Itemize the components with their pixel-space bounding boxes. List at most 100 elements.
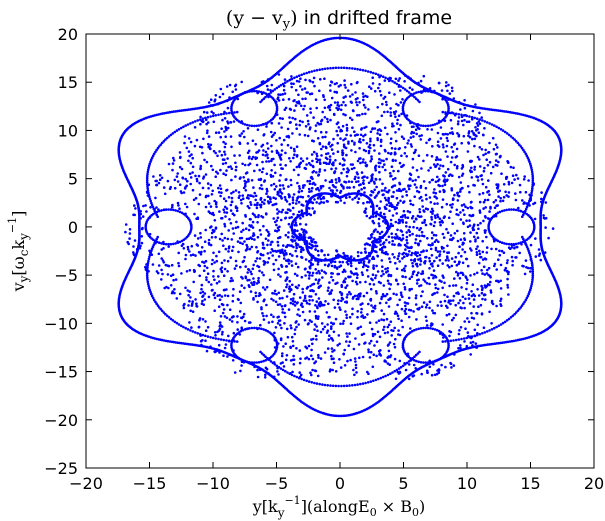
data-point <box>405 231 409 234</box>
data-point <box>321 67 324 71</box>
data-point <box>197 202 201 206</box>
data-point <box>370 304 373 307</box>
data-point <box>480 178 484 181</box>
data-point <box>409 184 412 187</box>
data-point <box>267 257 271 260</box>
data-point <box>248 247 252 251</box>
data-point <box>409 177 412 181</box>
data-point <box>428 267 431 270</box>
data-point <box>441 286 445 290</box>
data-point <box>222 172 225 175</box>
data-point <box>203 158 206 162</box>
data-point <box>506 283 509 287</box>
data-point <box>387 349 391 353</box>
data-point <box>258 257 262 260</box>
data-point <box>284 265 288 268</box>
data-point <box>313 323 317 326</box>
data-point <box>345 313 348 317</box>
data-point <box>431 212 434 215</box>
data-point <box>497 160 500 164</box>
data-point <box>288 78 292 82</box>
data-point <box>380 309 384 312</box>
data-point <box>497 258 500 262</box>
data-point <box>243 240 246 243</box>
data-point <box>353 196 357 200</box>
data-point <box>269 200 272 204</box>
data-point <box>249 194 252 197</box>
data-point <box>193 234 197 237</box>
data-point <box>348 116 352 120</box>
data-point <box>178 207 181 210</box>
data-point <box>257 294 261 298</box>
data-point <box>351 93 354 96</box>
data-point <box>530 189 534 192</box>
data-point <box>432 269 436 272</box>
data-point <box>419 239 422 243</box>
data-point <box>400 307 404 311</box>
data-point <box>315 154 319 158</box>
data-point <box>383 331 387 335</box>
data-point <box>360 251 363 255</box>
data-point <box>367 108 370 111</box>
data-point <box>412 131 416 134</box>
data-point <box>259 205 263 209</box>
data-point <box>516 141 520 145</box>
data-point <box>338 358 341 361</box>
data-point <box>364 207 368 210</box>
data-point <box>273 331 276 335</box>
data-point <box>356 97 359 100</box>
data-point <box>290 335 294 339</box>
data-point <box>266 261 270 264</box>
data-point <box>346 254 349 258</box>
data-point <box>345 196 348 199</box>
data-point <box>473 334 477 338</box>
data-point <box>289 301 293 305</box>
data-point <box>463 118 466 122</box>
data-point <box>295 199 299 202</box>
data-point <box>296 274 299 277</box>
data-point <box>394 115 397 119</box>
data-point <box>417 278 420 282</box>
data-point <box>312 150 316 154</box>
data-point <box>214 235 217 239</box>
data-point <box>285 354 289 357</box>
data-point <box>262 246 266 250</box>
data-point <box>270 169 273 172</box>
data-point <box>298 187 302 190</box>
data-point <box>245 243 248 247</box>
data-point <box>475 247 478 251</box>
data-point <box>265 228 269 232</box>
data-point <box>408 225 412 229</box>
data-point <box>272 262 275 266</box>
data-point <box>319 130 323 134</box>
data-point <box>406 210 410 213</box>
data-point <box>330 357 334 361</box>
data-point <box>260 184 263 187</box>
data-point <box>279 337 283 340</box>
data-point <box>466 278 469 282</box>
data-point <box>180 341 183 345</box>
data-point <box>299 250 303 254</box>
data-point <box>485 158 489 161</box>
data-point <box>252 277 255 280</box>
data-point <box>455 270 458 274</box>
data-point <box>374 276 377 280</box>
data-point <box>276 226 280 230</box>
data-point <box>264 237 268 241</box>
data-point <box>321 135 325 139</box>
data-point <box>256 128 260 131</box>
data-point <box>484 206 488 209</box>
data-point <box>540 191 543 194</box>
data-point <box>470 130 474 133</box>
data-point <box>480 269 483 272</box>
data-point <box>358 113 361 117</box>
data-point <box>395 82 399 86</box>
data-point <box>160 278 163 281</box>
data-point <box>465 257 469 261</box>
data-point <box>236 321 239 324</box>
data-point <box>367 372 370 376</box>
data-point <box>484 152 488 156</box>
data-point <box>207 135 211 138</box>
data-point <box>447 259 450 262</box>
data-point <box>219 135 222 139</box>
